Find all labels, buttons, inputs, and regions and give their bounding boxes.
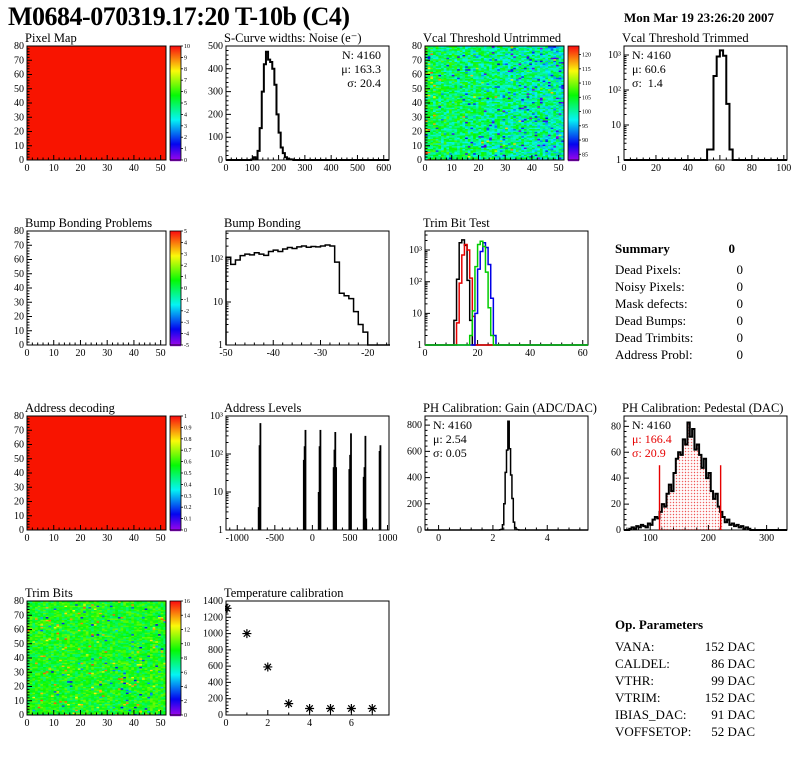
panel-trim-bits bbox=[0, 587, 199, 772]
summary-row-dead-pixels: Dead Pixels: 0 bbox=[615, 262, 743, 277]
summary-row-mask-defects: Mask defects: 0 bbox=[615, 296, 743, 311]
panel-pixel-map bbox=[0, 32, 199, 217]
panel-ph-calibration-pedestal bbox=[597, 402, 796, 587]
timestamp: Mon Mar 19 23:26:20 2007 bbox=[624, 10, 774, 25]
chart-temperature-calibration bbox=[199, 587, 398, 772]
chart-scurve-noise bbox=[199, 32, 398, 217]
panel-address-levels bbox=[199, 402, 398, 587]
panel-bump-bonding bbox=[199, 217, 398, 402]
op-row-voffsetop: VOFFSETOP: 52 DAC bbox=[615, 724, 755, 739]
plot-grid: Summary 0 Dead Pixels: 0 Noisy Pixels: 0 M… bbox=[0, 32, 796, 772]
summary-title: Summary bbox=[615, 241, 670, 256]
op-row-ibias-dac: IBIAS_DAC: 91 DAC bbox=[615, 707, 755, 722]
op-parameters-title: Op. Parameters bbox=[615, 617, 704, 632]
chart-vcal-threshold-untrimmed bbox=[398, 32, 597, 217]
panel-trim-bit-test bbox=[398, 217, 597, 402]
panel-ph-calibration-gain bbox=[398, 402, 597, 587]
chart-pixel-map bbox=[0, 32, 199, 217]
panel-address-decoding bbox=[0, 402, 199, 587]
op-row-vtrim: VTRIM: 152 DAC bbox=[615, 690, 755, 705]
summary-total: 0 bbox=[728, 241, 736, 256]
panel-empty bbox=[398, 587, 597, 772]
op-row-vana: VANA: 152 DAC bbox=[615, 639, 755, 654]
chart-bump-bonding bbox=[199, 217, 398, 402]
summary-row-noisy-pixels: Noisy Pixels: 0 bbox=[615, 279, 743, 294]
panel-temperature-calibration bbox=[199, 587, 398, 772]
chart-trim-bits bbox=[0, 587, 199, 772]
summary-row-dead-bumps: Dead Bumps: 0 bbox=[615, 313, 743, 328]
panel-summary: Summary 0 Dead Pixels: 0 Noisy Pixels: 0 M… bbox=[597, 217, 796, 402]
op-row-caldel: CALDEL: 86 DAC bbox=[615, 656, 755, 671]
chart-ph-calibration-gain bbox=[398, 402, 597, 587]
panel-vcal-threshold-trimmed bbox=[597, 32, 796, 217]
panel-bump-bonding-problems bbox=[0, 217, 199, 402]
chart-bump-bonding-problems bbox=[0, 217, 199, 402]
chart-trim-bit-test bbox=[398, 217, 597, 402]
panel-op-parameters: Op. Parameters VANA: 152 DAC CALDEL: 86 DA… bbox=[597, 587, 796, 772]
chart-ph-calibration-pedestal bbox=[597, 402, 796, 587]
summary-row-dead-trimbits: Dead Trimbits: 0 bbox=[615, 330, 743, 345]
summary-row-address-probl: Address Probl: 0 bbox=[615, 347, 743, 362]
panel-vcal-threshold-untrimmed bbox=[398, 32, 597, 217]
report-header: M0684-070319.17:20 T-10b (C4) Mon Mar 19… bbox=[0, 0, 796, 32]
chart-address-decoding bbox=[0, 402, 199, 587]
page-title: M0684-070319.17:20 T-10b (C4) bbox=[8, 2, 350, 31]
op-row-vthr: VTHR: 99 DAC bbox=[615, 673, 755, 688]
chart-address-levels bbox=[199, 402, 398, 587]
chart-vcal-threshold-trimmed bbox=[597, 32, 796, 217]
panel-scurve-noise bbox=[199, 32, 398, 217]
